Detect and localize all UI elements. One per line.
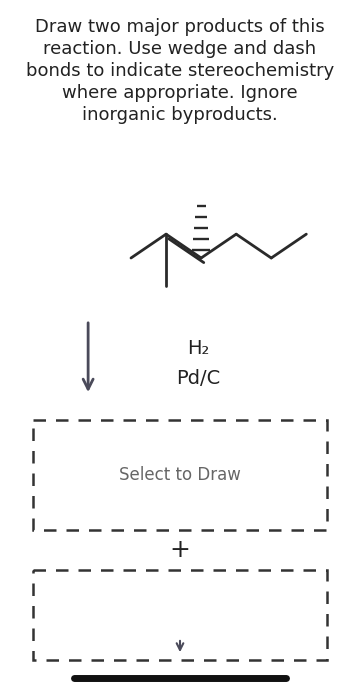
Text: bonds to indicate stereochemistry: bonds to indicate stereochemistry: [26, 62, 334, 80]
Bar: [33, 420, 327, 530]
Bar: [33, 570, 327, 660]
Text: H₂: H₂: [187, 339, 210, 358]
Text: Select to Draw: Select to Draw: [119, 466, 241, 484]
Text: where appropriate. Ignore: where appropriate. Ignore: [62, 84, 298, 102]
Text: +: +: [170, 538, 190, 562]
Text: Draw two major products of this: Draw two major products of this: [35, 18, 325, 36]
Text: reaction. Use wedge and dash: reaction. Use wedge and dash: [44, 40, 316, 58]
Text: inorganic byproducts.: inorganic byproducts.: [82, 106, 278, 124]
Text: Pd/C: Pd/C: [176, 368, 220, 388]
